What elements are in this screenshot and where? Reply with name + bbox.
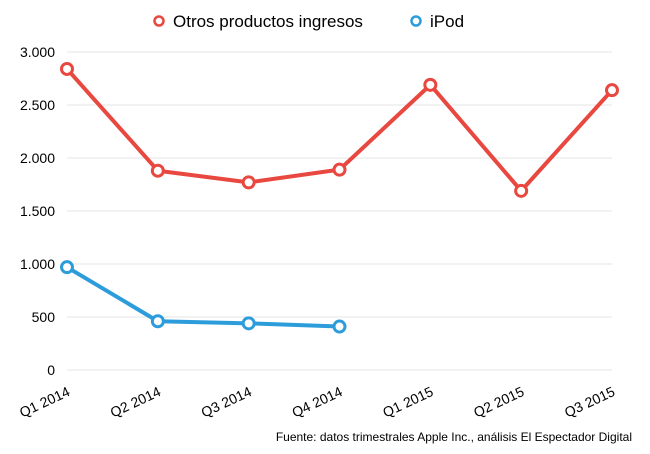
data-point xyxy=(60,61,74,76)
data-point xyxy=(150,314,165,329)
y-tick-label: 2.500 xyxy=(20,97,55,113)
legend-label: iPod xyxy=(430,12,464,31)
x-tick-label: Q3 2014 xyxy=(198,383,254,420)
x-tick-label: Q2 2015 xyxy=(471,383,527,420)
y-tick-label: 3.000 xyxy=(20,44,55,60)
data-point xyxy=(332,162,347,177)
legend-marker xyxy=(153,15,165,27)
x-tick-label: Q4 2014 xyxy=(289,383,345,420)
data-point xyxy=(332,319,347,334)
y-axis-ticks: 0 500 1.000 1.500 2.000 2.500 3.000 xyxy=(20,44,55,378)
x-tick-label: Q1 2014 xyxy=(17,383,73,420)
series-layer xyxy=(60,61,619,334)
x-tick-label: Q3 2015 xyxy=(562,383,618,420)
legend-marker xyxy=(410,15,422,27)
data-point xyxy=(514,183,529,198)
legend-label: Otros productos ingresos xyxy=(173,12,363,31)
y-tick-label: 1.500 xyxy=(20,203,55,219)
data-point xyxy=(60,260,74,275)
y-tick-label: 1.000 xyxy=(20,256,55,272)
data-point xyxy=(241,175,256,190)
x-tick-label: Q1 2015 xyxy=(380,383,436,420)
data-point xyxy=(605,83,619,98)
y-tick-label: 500 xyxy=(32,309,56,325)
y-tick-label: 2.000 xyxy=(20,150,55,166)
x-tick-label: Q2 2014 xyxy=(108,383,164,420)
legend: Otros productos ingresos iPod xyxy=(153,12,464,31)
data-point xyxy=(241,316,256,331)
series-1 xyxy=(60,260,347,334)
data-point xyxy=(423,77,438,92)
source-note: Fuente: datos trimestrales Apple Inc., a… xyxy=(276,430,632,444)
y-tick-label: 0 xyxy=(47,362,55,378)
series-line xyxy=(65,265,342,329)
x-axis-ticks: Q1 2014 Q2 2014 Q3 2014 Q4 2014 Q1 2015 Q2 20… xyxy=(17,383,618,420)
series-0 xyxy=(60,61,619,198)
data-point xyxy=(150,163,165,178)
